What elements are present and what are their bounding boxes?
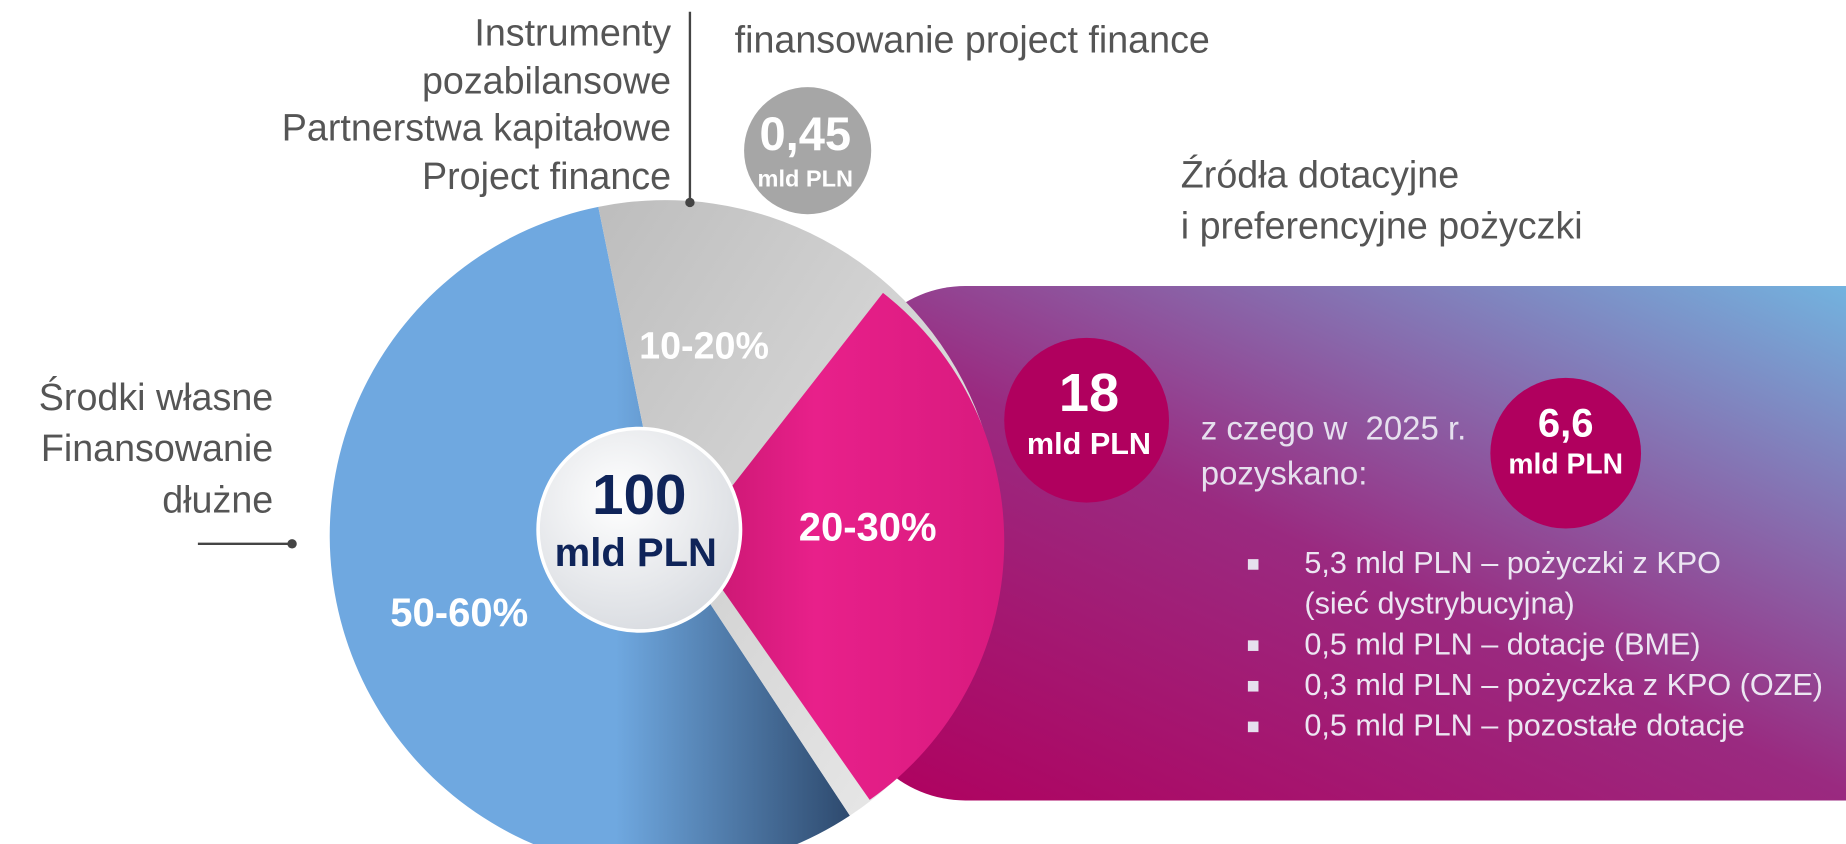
item-text: 5,3 mld PLN – pożyczki z KPO: [1304, 546, 1721, 580]
leader-dot: [287, 539, 297, 549]
obtained-value: 6,6: [1538, 402, 1594, 446]
offbalance-circle: [744, 87, 872, 215]
item-text: (sieć dystrybucyjna): [1304, 587, 1574, 621]
offbalance-label: Partnerstwa kapitałowe: [282, 107, 671, 149]
item-text: 0,5 mld PLN – pozostałe dotacje: [1304, 709, 1744, 743]
center-circle: [536, 426, 743, 633]
bullet: [1247, 640, 1259, 651]
own-label: Środki własne: [39, 376, 273, 418]
total-unit: mld PLN: [1027, 427, 1151, 461]
center-unit: mld PLN: [555, 531, 717, 575]
total-value: 18: [1059, 363, 1119, 423]
note: pozyskano:: [1201, 454, 1368, 491]
own-label: dłużne: [162, 479, 273, 521]
segment-label: 10-20%: [639, 324, 769, 366]
grants-title: i preferencyjne pożyczki: [1181, 204, 1583, 246]
obtained-circle: [1490, 377, 1642, 529]
own-label: Finansowanie: [41, 427, 273, 469]
item-text: 0,3 mld PLN – pożyczka z KPO (OZE): [1304, 668, 1823, 702]
grants-title: Źródła dotacyjne: [1181, 154, 1459, 196]
leader-dot: [685, 197, 695, 208]
offbalance-unit: mld PLN: [758, 165, 853, 191]
total-circle: [1004, 337, 1170, 503]
center-value: 100: [592, 463, 686, 526]
segment-grants: [688, 292, 1005, 800]
offbalance-value: 0,45: [759, 107, 851, 160]
note: z czego w 2025 r.: [1201, 410, 1466, 447]
offbalance-label: Project finance: [422, 155, 671, 197]
offbalance-label: Instrumenty: [474, 11, 671, 53]
item-list: 5,3 mld PLN – pożyczki z KPO (sieć dystry…: [1247, 546, 1823, 743]
offbalance-label: pozabilansowe: [422, 60, 671, 102]
obtained-unit: mld PLN: [1508, 448, 1623, 480]
item-text: 0,5 mld PLN – dotacje (BME): [1304, 627, 1700, 661]
segment-label: 20-30%: [799, 505, 937, 549]
offbalance-title: finansowanie project finance: [735, 18, 1210, 60]
bullet: [1247, 680, 1259, 692]
bullet: [1247, 721, 1259, 733]
bullet: [1247, 559, 1259, 570]
segment-label: 50-60%: [390, 591, 528, 635]
